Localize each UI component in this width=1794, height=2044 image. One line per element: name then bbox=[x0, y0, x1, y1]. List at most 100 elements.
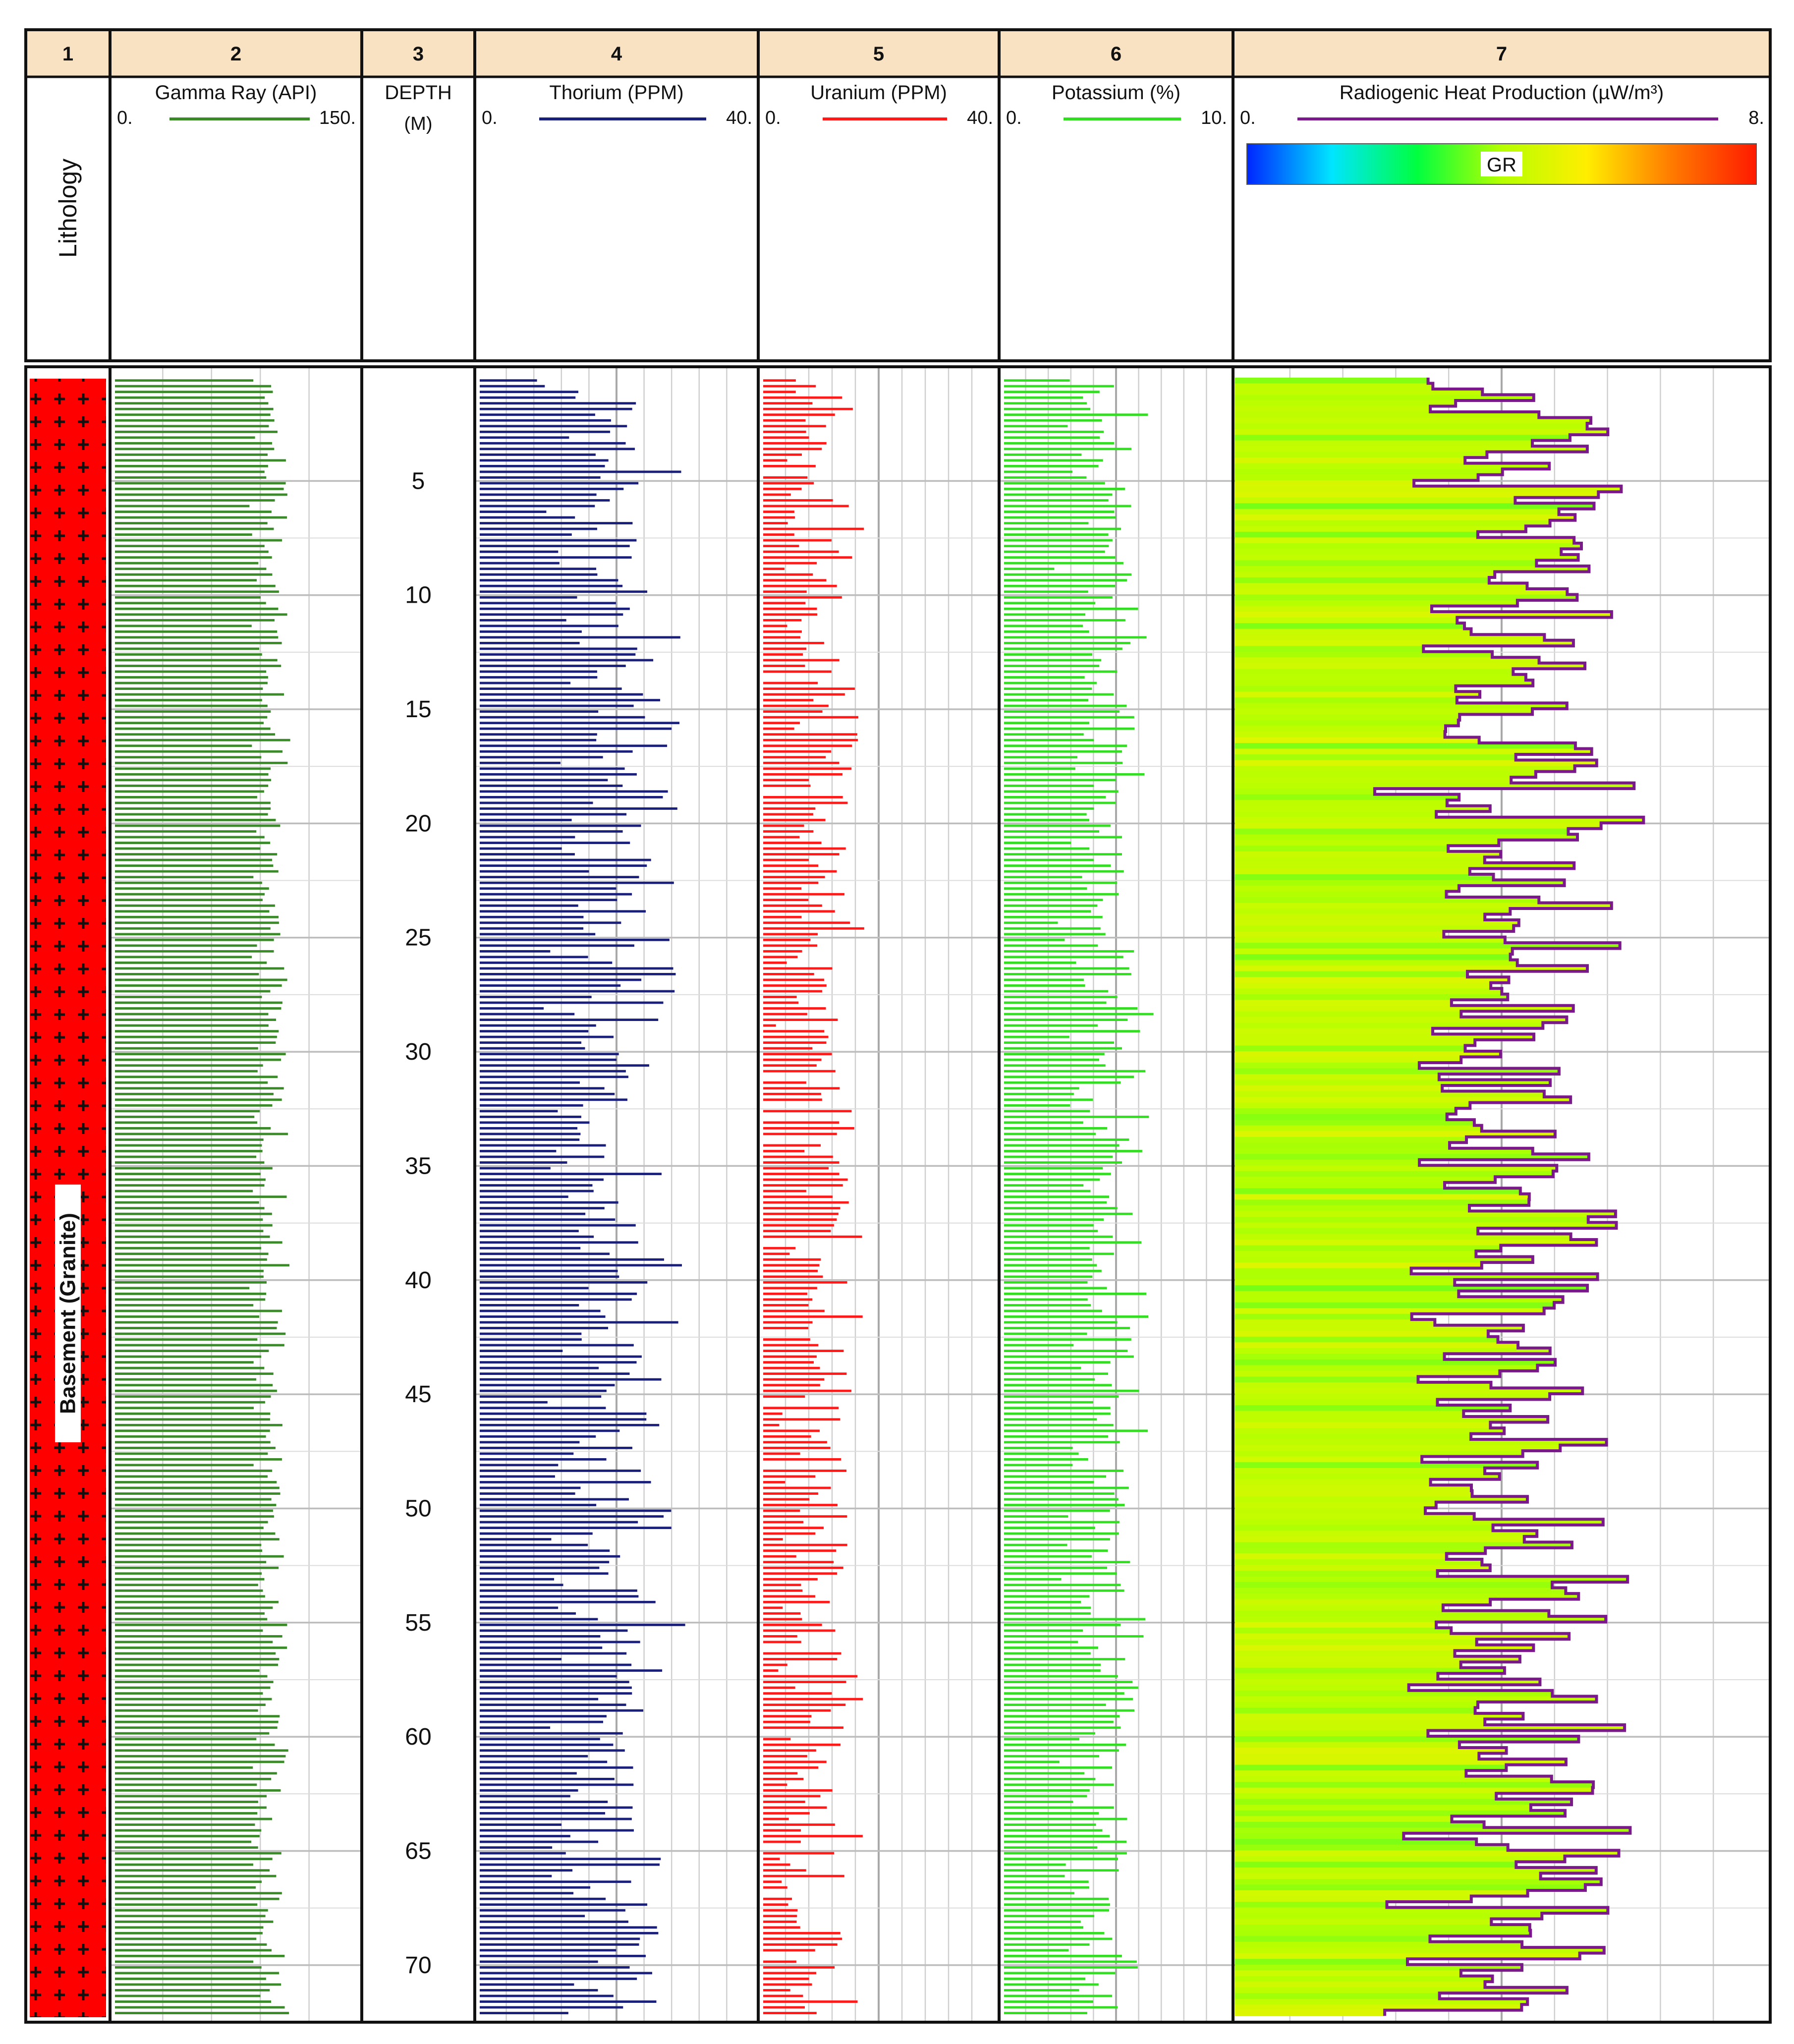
rhp-fill-slice bbox=[1235, 1959, 1407, 1965]
k-bar bbox=[1004, 459, 1103, 462]
data-frame bbox=[24, 365, 1772, 2024]
th-bar bbox=[480, 1937, 640, 1940]
rhp-fill-slice bbox=[1235, 1901, 1387, 1908]
u-bar bbox=[763, 921, 850, 924]
gr-bar bbox=[115, 973, 259, 975]
gr-bar bbox=[115, 1618, 268, 1621]
track-number-3: 3 bbox=[413, 43, 424, 65]
u-bar bbox=[763, 699, 814, 702]
u-bar bbox=[763, 910, 835, 913]
rhp-fill-slice bbox=[1235, 1291, 1459, 1297]
u-bar bbox=[763, 1155, 833, 1158]
gr-bar bbox=[115, 1903, 258, 1906]
th-bar bbox=[480, 545, 630, 548]
rhp-fill-slice bbox=[1235, 1867, 1596, 1874]
u-bar bbox=[763, 1618, 802, 1621]
u-bar bbox=[763, 727, 794, 730]
rhp-fill-slice bbox=[1235, 469, 1503, 475]
k-bar bbox=[1004, 870, 1124, 873]
k-bar bbox=[1004, 1144, 1120, 1147]
k-bar bbox=[1004, 1852, 1127, 1855]
gr-bar bbox=[115, 956, 252, 959]
u-bar bbox=[763, 1897, 792, 1900]
gr-bar bbox=[115, 710, 271, 713]
rhp-fill-slice bbox=[1235, 1102, 1470, 1109]
gr-bar bbox=[115, 1989, 270, 1991]
k-bar bbox=[1004, 876, 1082, 879]
gr-bar bbox=[115, 1817, 273, 1820]
th-bar bbox=[480, 1641, 640, 1644]
th-bar bbox=[480, 1041, 581, 1044]
k-bar bbox=[1004, 1173, 1111, 1175]
k-bar bbox=[1004, 1498, 1119, 1501]
rhp-fill-slice bbox=[1235, 954, 1511, 961]
u-bar bbox=[763, 516, 795, 519]
k-bar bbox=[1004, 1726, 1121, 1729]
u-bar bbox=[763, 1372, 847, 1375]
rhp-fill-slice bbox=[1235, 737, 1479, 743]
k-bar bbox=[1004, 727, 1135, 730]
gr-bar bbox=[115, 1344, 284, 1347]
u-bar bbox=[763, 915, 802, 918]
u-bar bbox=[763, 1007, 826, 1010]
rhp-fill-slice bbox=[1235, 389, 1483, 395]
rhp-fill-slice bbox=[1235, 885, 1459, 892]
u-bar bbox=[763, 1378, 825, 1381]
rhp-fill-slice bbox=[1235, 1525, 1493, 1531]
u-bar bbox=[763, 1492, 818, 1495]
gr-bar bbox=[115, 1852, 281, 1855]
gr-bar bbox=[115, 653, 262, 656]
k-bar bbox=[1004, 990, 1109, 993]
th-bar bbox=[480, 1378, 662, 1381]
rhp-fill-slice bbox=[1235, 1342, 1518, 1349]
th-bar bbox=[480, 1384, 615, 1387]
gr-bar bbox=[115, 1801, 258, 1803]
gr-bar bbox=[115, 413, 271, 416]
gr-bar bbox=[115, 1076, 278, 1079]
k-bar bbox=[1004, 1167, 1103, 1170]
k-bar bbox=[1004, 493, 1113, 496]
u-bar bbox=[763, 1978, 809, 1980]
k-bar bbox=[1004, 1783, 1114, 1786]
rhp-fill-slice bbox=[1235, 1770, 1466, 1777]
u-bar bbox=[763, 1681, 846, 1683]
rhp-fill-slice bbox=[1235, 497, 1515, 504]
rhp-fill-slice bbox=[1235, 1821, 1484, 1828]
k-bar bbox=[1004, 2006, 1118, 2009]
u-bar bbox=[763, 836, 800, 839]
k-bar bbox=[1004, 619, 1125, 622]
th-bar bbox=[480, 716, 645, 719]
gr-bar bbox=[115, 499, 275, 502]
k-bar bbox=[1004, 1384, 1112, 1387]
lithology-label-box bbox=[55, 1185, 81, 1442]
rhp-fill-slice bbox=[1235, 1622, 1437, 1628]
u-bar bbox=[763, 505, 849, 508]
k-bar bbox=[1004, 1869, 1119, 1872]
th-bar bbox=[480, 801, 593, 804]
u-bar bbox=[763, 430, 806, 433]
th-bar bbox=[480, 1595, 639, 1598]
th-bar bbox=[480, 1538, 552, 1541]
gr-scale-max: 150. bbox=[319, 108, 356, 128]
gr-bar bbox=[115, 1247, 261, 1249]
th-bar bbox=[480, 1053, 619, 1056]
rhp-fill-slice bbox=[1235, 1388, 1583, 1394]
k-bar bbox=[1004, 1635, 1144, 1638]
th-bar bbox=[480, 1926, 657, 1929]
gr-bar bbox=[115, 396, 265, 399]
th-bar bbox=[480, 722, 679, 725]
rhp-fill-slice bbox=[1235, 1941, 1522, 1948]
k-bar bbox=[1004, 1686, 1138, 1689]
depth-unit: (M) bbox=[404, 114, 433, 134]
th-bar bbox=[480, 453, 596, 456]
gr-bar bbox=[115, 858, 273, 861]
k-bar bbox=[1004, 642, 1130, 644]
rhp-fill-slice bbox=[1235, 1936, 1430, 1942]
th-bar bbox=[480, 1686, 632, 1689]
k-bar bbox=[1004, 550, 1105, 553]
u-bar bbox=[763, 990, 822, 993]
k-bar bbox=[1004, 1755, 1100, 1758]
th-bar bbox=[480, 499, 610, 502]
th-bar bbox=[480, 1161, 567, 1164]
